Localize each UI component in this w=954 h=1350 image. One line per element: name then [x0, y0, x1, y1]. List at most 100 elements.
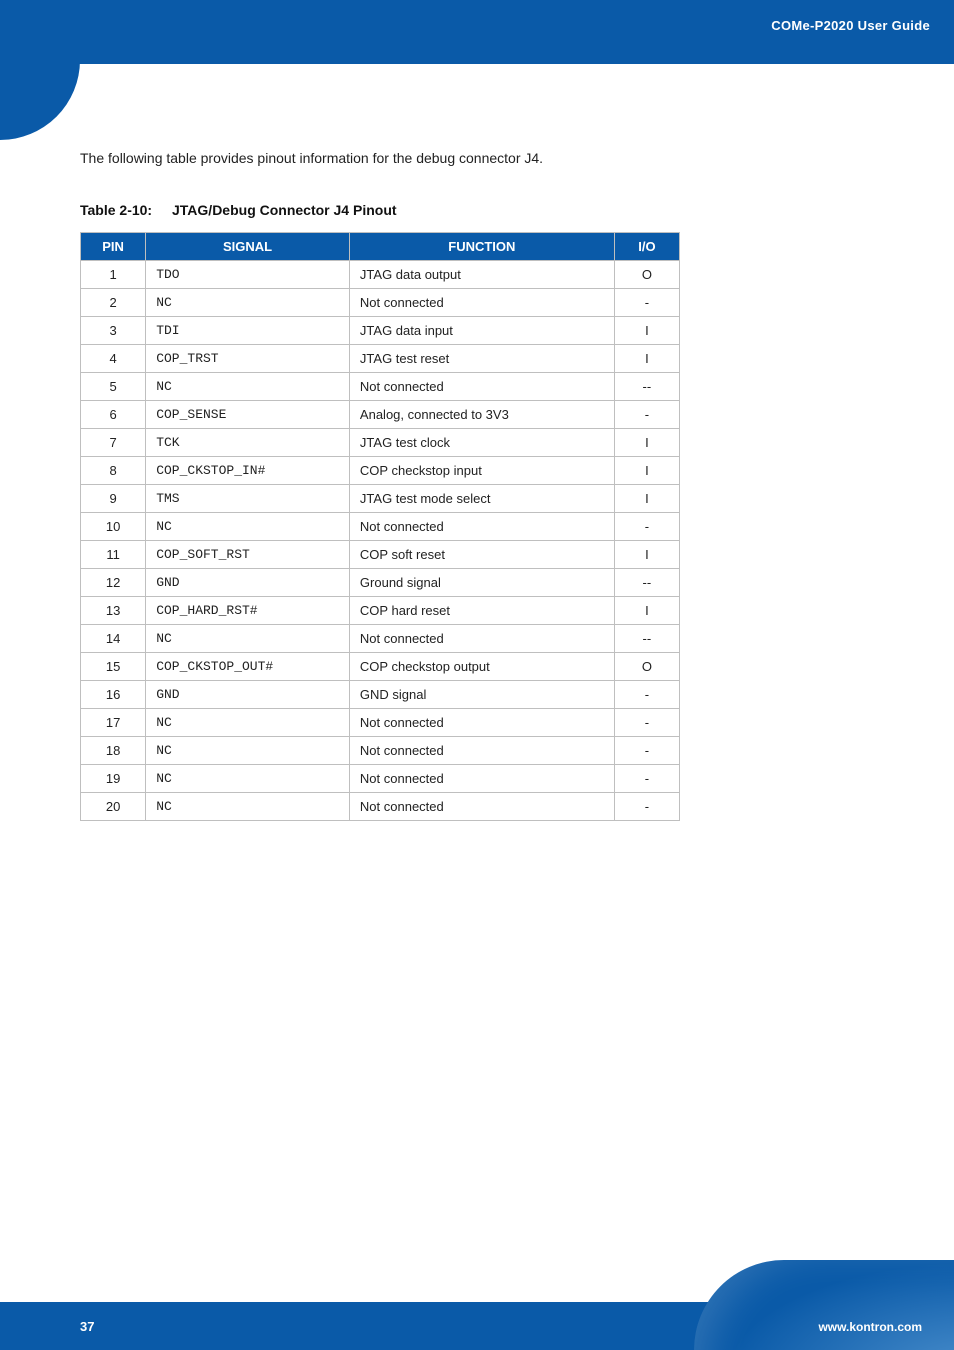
cell-signal: NC: [146, 625, 350, 653]
cell-pin: 14: [81, 625, 146, 653]
cell-io: --: [614, 625, 679, 653]
cell-pin: 19: [81, 765, 146, 793]
table-row: 1TDOJTAG data outputO: [81, 261, 680, 289]
cell-signal: GND: [146, 569, 350, 597]
table-row: 12GNDGround signal--: [81, 569, 680, 597]
cell-pin: 5: [81, 373, 146, 401]
th-io: I/O: [614, 233, 679, 261]
cell-io: -: [614, 289, 679, 317]
cell-pin: 18: [81, 737, 146, 765]
cell-pin: 17: [81, 709, 146, 737]
table-row: 16GNDGND signal-: [81, 681, 680, 709]
caption-title: JTAG/Debug Connector J4 Pinout: [172, 202, 397, 218]
cell-function: Analog, connected to 3V3: [349, 401, 614, 429]
cell-pin: 1: [81, 261, 146, 289]
cell-pin: 2: [81, 289, 146, 317]
cell-function: Not connected: [349, 709, 614, 737]
footer-curve: [694, 1260, 954, 1350]
table-row: 10NCNot connected-: [81, 513, 680, 541]
cell-signal: TCK: [146, 429, 350, 457]
cell-io: -: [614, 765, 679, 793]
cell-function: Not connected: [349, 793, 614, 821]
cell-signal: NC: [146, 793, 350, 821]
cell-pin: 11: [81, 541, 146, 569]
cell-function: Not connected: [349, 289, 614, 317]
table-row: 13COP_HARD_RST#COP hard resetI: [81, 597, 680, 625]
cell-io: -: [614, 709, 679, 737]
cell-pin: 4: [81, 345, 146, 373]
cell-signal: COP_HARD_RST#: [146, 597, 350, 625]
cell-io: --: [614, 373, 679, 401]
cell-pin: 3: [81, 317, 146, 345]
cell-pin: 12: [81, 569, 146, 597]
cell-function: Ground signal: [349, 569, 614, 597]
cell-function: JTAG data input: [349, 317, 614, 345]
cell-pin: 20: [81, 793, 146, 821]
cell-signal: COP_TRST: [146, 345, 350, 373]
cell-function: GND signal: [349, 681, 614, 709]
cell-io: I: [614, 457, 679, 485]
cell-signal: COP_SENSE: [146, 401, 350, 429]
cell-function: COP checkstop output: [349, 653, 614, 681]
cell-function: Not connected: [349, 513, 614, 541]
cell-function: Not connected: [349, 737, 614, 765]
intro-text: The following table provides pinout info…: [80, 150, 874, 166]
table-row: 20NCNot connected-: [81, 793, 680, 821]
cell-signal: NC: [146, 709, 350, 737]
cell-signal: NC: [146, 289, 350, 317]
cell-signal: TMS: [146, 485, 350, 513]
cell-signal: COP_CKSTOP_OUT#: [146, 653, 350, 681]
cell-io: -: [614, 681, 679, 709]
table-row: 11COP_SOFT_RSTCOP soft resetI: [81, 541, 680, 569]
cell-function: COP soft reset: [349, 541, 614, 569]
cell-io: I: [614, 597, 679, 625]
page-number: 37: [80, 1319, 94, 1334]
cell-pin: 7: [81, 429, 146, 457]
cell-io: -: [614, 793, 679, 821]
th-pin: PIN: [81, 233, 146, 261]
cell-function: JTAG test clock: [349, 429, 614, 457]
footer-url: www.kontron.com: [818, 1320, 922, 1334]
cell-function: COP hard reset: [349, 597, 614, 625]
cell-function: Not connected: [349, 625, 614, 653]
pinout-table: PIN SIGNAL FUNCTION I/O 1TDOJTAG data ou…: [80, 232, 680, 821]
cell-signal: NC: [146, 373, 350, 401]
cell-pin: 9: [81, 485, 146, 513]
table-row: 7TCKJTAG test clockI: [81, 429, 680, 457]
table-row: 18NCNot connected-: [81, 737, 680, 765]
table-row: 5NCNot connected--: [81, 373, 680, 401]
table-row: 2NCNot connected-: [81, 289, 680, 317]
cell-signal: TDO: [146, 261, 350, 289]
table-row: 19NCNot connected-: [81, 765, 680, 793]
table-row: 4COP_TRSTJTAG test resetI: [81, 345, 680, 373]
table-caption: Table 2-10: JTAG/Debug Connector J4 Pino…: [80, 202, 874, 218]
cell-function: Not connected: [349, 765, 614, 793]
caption-prefix: Table 2-10:: [80, 202, 152, 218]
cell-io: I: [614, 485, 679, 513]
header-title: COMe-P2020 User Guide: [771, 18, 930, 33]
cell-io: I: [614, 429, 679, 457]
header-curve: [0, 0, 80, 140]
table-row: 14NCNot connected--: [81, 625, 680, 653]
cell-function: Not connected: [349, 373, 614, 401]
th-signal: SIGNAL: [146, 233, 350, 261]
table-row: 8COP_CKSTOP_IN#COP checkstop inputI: [81, 457, 680, 485]
cell-pin: 15: [81, 653, 146, 681]
page: COMe-P2020 User Guide The following tabl…: [0, 0, 954, 1350]
table-row: 6COP_SENSEAnalog, connected to 3V3-: [81, 401, 680, 429]
cell-io: I: [614, 541, 679, 569]
cell-signal: NC: [146, 737, 350, 765]
cell-signal: TDI: [146, 317, 350, 345]
cell-signal: NC: [146, 765, 350, 793]
th-function: FUNCTION: [349, 233, 614, 261]
table-row: 9TMSJTAG test mode selectI: [81, 485, 680, 513]
table-row: 3TDIJTAG data inputI: [81, 317, 680, 345]
footer: 37 www.kontron.com: [0, 1292, 954, 1350]
cell-io: I: [614, 345, 679, 373]
table-row: 15COP_CKSTOP_OUT#COP checkstop outputO: [81, 653, 680, 681]
cell-function: JTAG test mode select: [349, 485, 614, 513]
cell-io: -: [614, 737, 679, 765]
cell-io: -: [614, 401, 679, 429]
cell-function: JTAG data output: [349, 261, 614, 289]
cell-pin: 16: [81, 681, 146, 709]
